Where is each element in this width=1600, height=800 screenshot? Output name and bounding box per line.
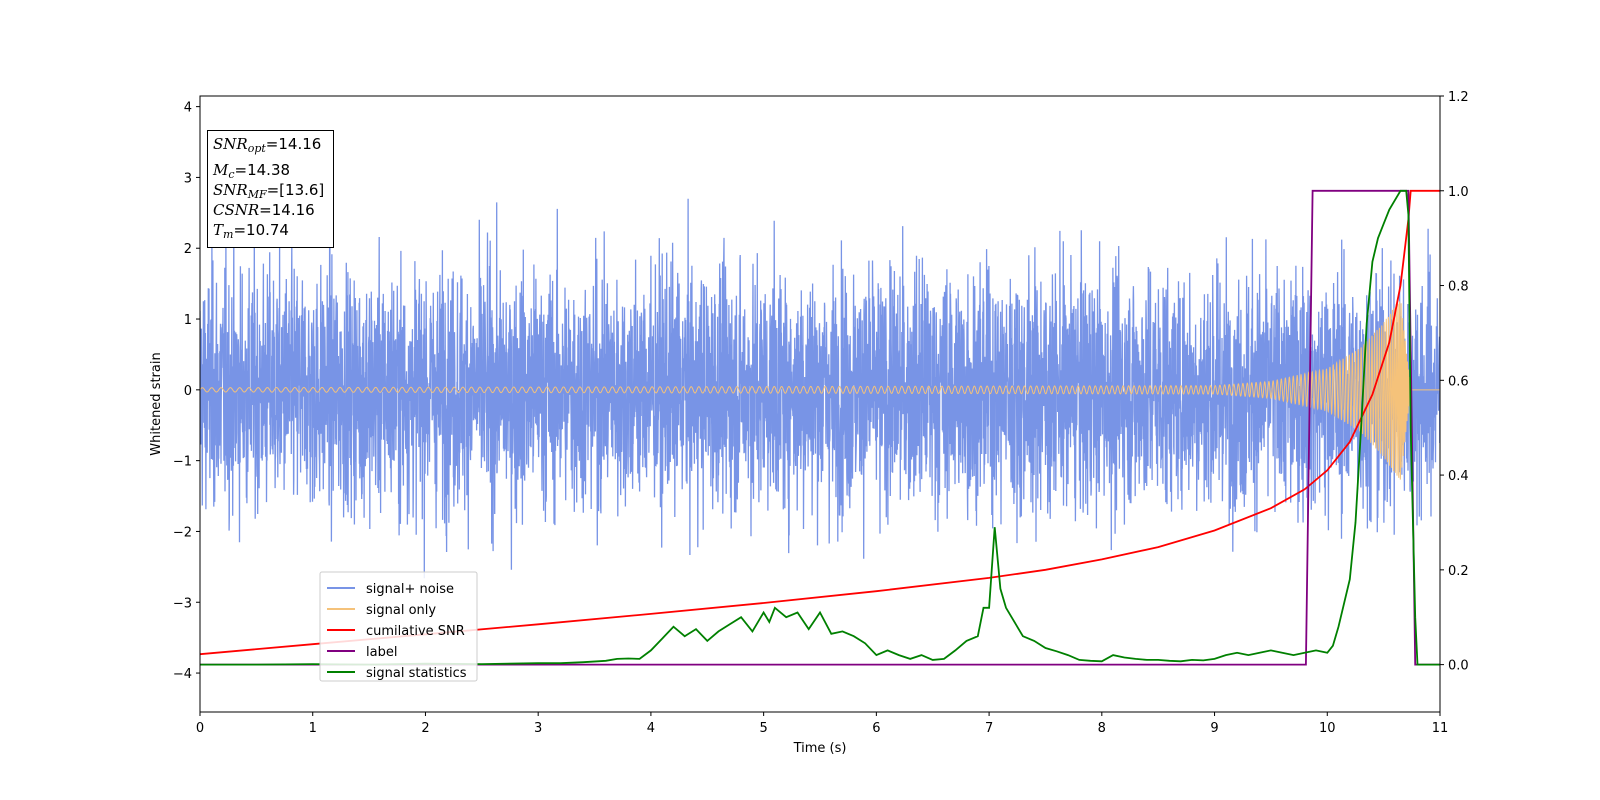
- y2-tick-label: 0.0: [1448, 659, 1469, 674]
- y-axis-left: 4 3 2 1 0 −1 −2 −3 −4: [173, 101, 200, 682]
- tm-line: Tm=10.74: [213, 221, 289, 241]
- x-tick-label: 10: [1319, 721, 1336, 736]
- series-signal-noise: [200, 198, 1440, 579]
- x-tick-label: 8: [1098, 721, 1106, 736]
- x-tick-label: 5: [759, 721, 767, 736]
- x-tick-label: 7: [985, 721, 993, 736]
- legend-label: cumilative SNR: [366, 624, 465, 639]
- y-tick-label: −1: [173, 455, 192, 470]
- y-tick-label: −3: [173, 596, 192, 611]
- legend-label: signal statistics: [366, 666, 467, 681]
- mc-line: Mc=14.38: [213, 161, 291, 181]
- y-tick-label: 4: [184, 101, 192, 116]
- legend: signal+ noise signal only cumilative SNR la…: [319, 571, 478, 682]
- series-cumilative-snr: [200, 189, 1440, 656]
- legend-label: label: [366, 645, 397, 660]
- y-tick-label: −2: [173, 525, 192, 540]
- plot-frame: [199, 95, 1441, 713]
- x-tick-label: 3: [534, 721, 542, 736]
- x-tick-label: 11: [1432, 721, 1449, 736]
- stats-annotation: SNRopt=14.16 Mc=14.38 SNRMF=[13.6] CSNR=…: [207, 130, 334, 248]
- y2-tick-label: 0.8: [1448, 280, 1469, 295]
- x-axis: 0 1 2 3 4 5 6 7 8 9 10 11: [196, 712, 1448, 736]
- y-tick-label: 0: [184, 384, 192, 399]
- y2-tick-label: 0.4: [1448, 469, 1469, 484]
- y-tick-label: 3: [184, 171, 192, 186]
- x-axis-label: Time (s): [793, 741, 847, 756]
- legend-label: signal+ noise: [366, 582, 454, 597]
- legend-frame: [319, 571, 478, 682]
- snr-opt-line: SNRopt=14.16: [213, 135, 322, 155]
- snr-mf-line: SNRMF=[13.6]: [213, 181, 325, 201]
- legend-label: signal only: [366, 603, 436, 618]
- x-tick-label: 9: [1210, 721, 1218, 736]
- x-tick-label: 4: [647, 721, 655, 736]
- y-tick-label: 1: [184, 313, 192, 328]
- x-tick-label: 2: [421, 721, 429, 736]
- y-axis-right: 1.2 1.0 0.8 0.6 0.4 0.2 0.0: [1440, 90, 1469, 674]
- y-axis-label: Whitened strain: [149, 352, 164, 455]
- y2-tick-label: 0.2: [1448, 564, 1469, 579]
- plot-area: [200, 189, 1440, 666]
- x-tick-label: 0: [196, 721, 204, 736]
- series-signal-only: [200, 301, 1440, 480]
- csnr-line: CSNR=14.16: [213, 201, 315, 219]
- y2-tick-label: 0.6: [1448, 374, 1469, 389]
- y2-tick-label: 1.0: [1448, 185, 1469, 200]
- y-tick-label: 2: [184, 242, 192, 257]
- y-tick-label: −4: [173, 667, 192, 682]
- x-tick-label: 1: [309, 721, 317, 736]
- y2-tick-label: 1.2: [1448, 90, 1469, 105]
- x-tick-label: 6: [872, 721, 880, 736]
- series-signal-statistics: [200, 189, 1440, 666]
